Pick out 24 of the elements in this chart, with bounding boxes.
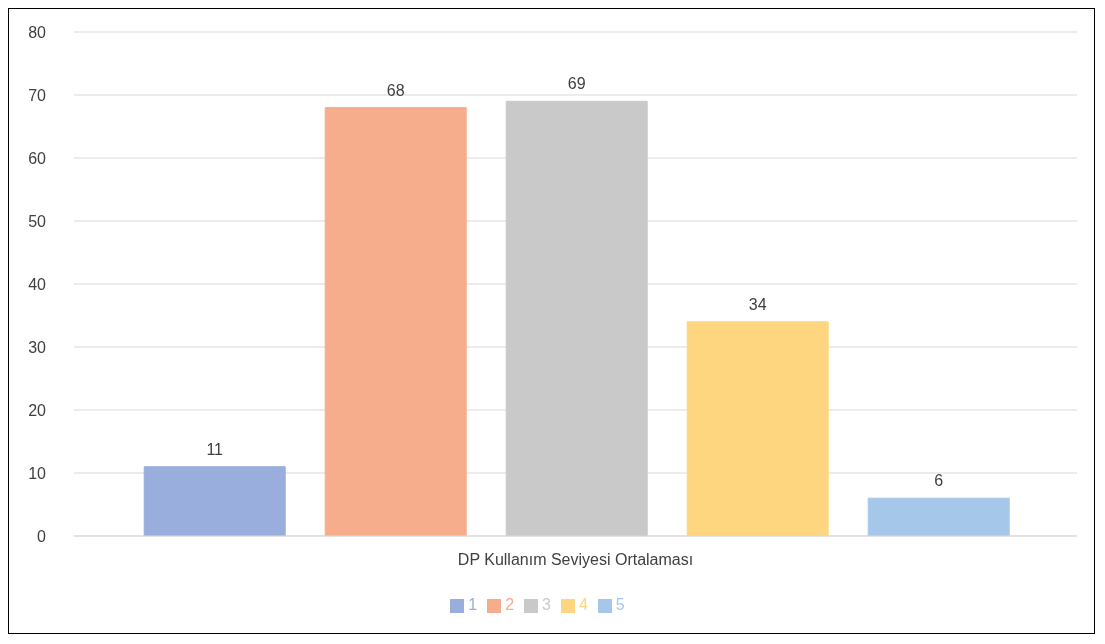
bar: [686, 321, 829, 536]
y-tick-label: 10: [28, 464, 47, 482]
bar: [505, 100, 648, 536]
legend-label: 5: [615, 596, 625, 613]
y-tick-label: 30: [28, 338, 47, 356]
data-label: 11: [206, 440, 224, 458]
legend-label: 1: [468, 596, 478, 613]
data-label: 69: [567, 75, 586, 93]
legend-label: 2: [505, 596, 515, 613]
y-tick-label: 80: [28, 23, 47, 41]
y-tick-label: 50: [28, 212, 47, 230]
x-tick-label: DP Kullanım Seviyesi Ortalaması: [457, 551, 694, 569]
data-label: 34: [748, 295, 767, 313]
y-tick-label: 70: [28, 86, 47, 104]
bar: [324, 107, 467, 536]
data-label: 6: [934, 472, 944, 490]
y-tick-label: 0: [37, 527, 47, 545]
y-tick-label: 40: [28, 275, 47, 293]
y-tick-label: 60: [28, 149, 47, 167]
bar: [867, 497, 1010, 536]
y-tick-label: 20: [28, 401, 47, 419]
data-label: 68: [386, 81, 405, 99]
legend-label: 4: [578, 596, 588, 613]
bar: [143, 466, 286, 536]
